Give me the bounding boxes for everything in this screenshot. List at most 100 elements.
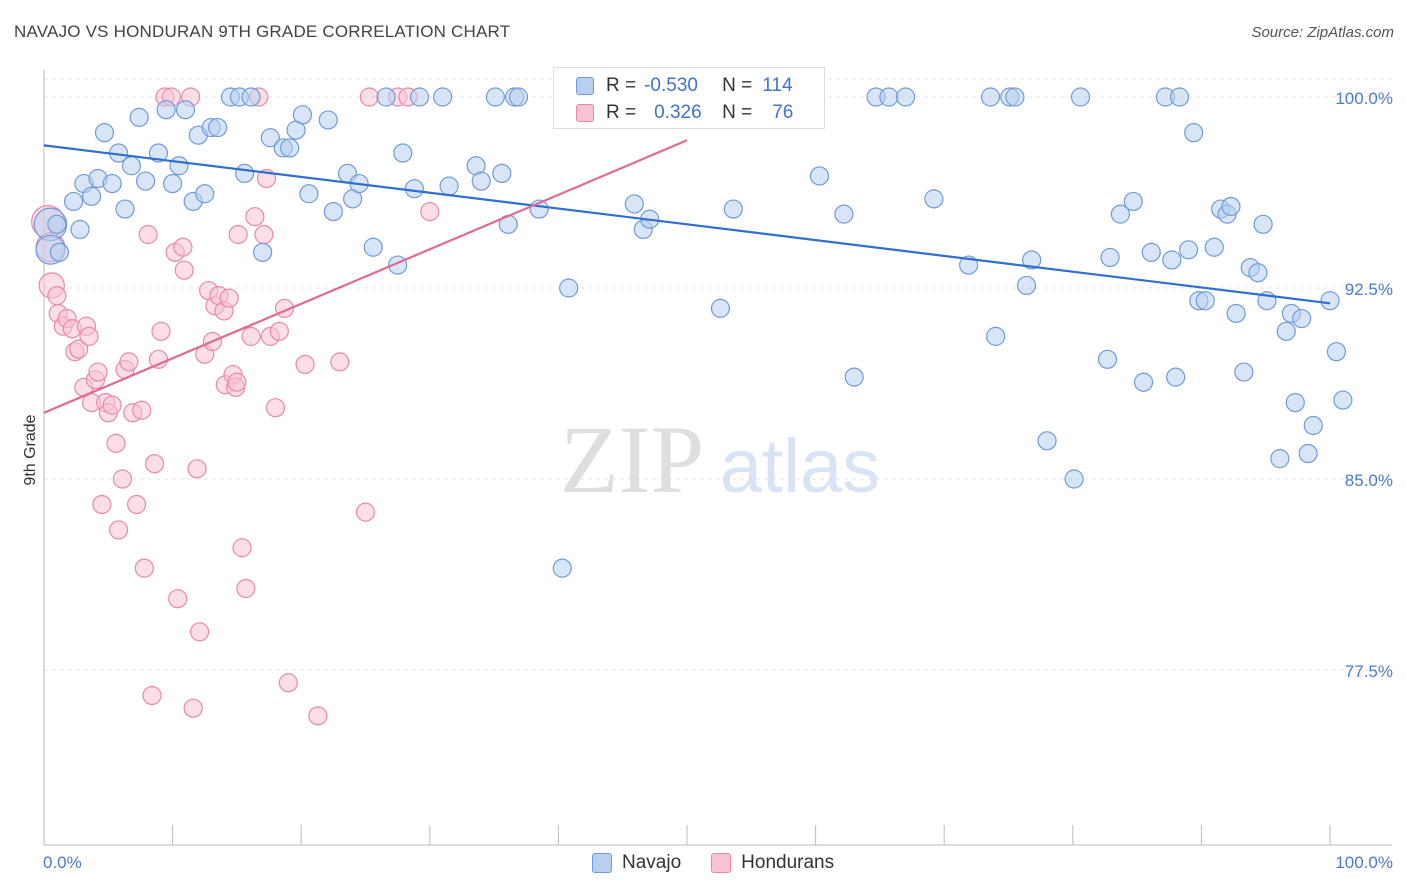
legend-n-value: 76	[772, 102, 794, 123]
navajo-point-45	[393, 143, 413, 163]
x-tick-label-0: 0.0%	[43, 853, 82, 872]
navajo-point-9	[94, 123, 115, 143]
honduran-point-65	[269, 321, 289, 341]
navajo-point-35	[292, 105, 313, 125]
navajo-point-56	[508, 87, 529, 107]
honduran-trend-line	[43, 139, 688, 414]
navajo-point-67	[809, 166, 830, 186]
navajo-point-68	[834, 204, 854, 224]
navajo-point-63	[710, 298, 731, 318]
navajo-point-89	[1141, 242, 1161, 262]
navajo-point-36	[299, 184, 319, 204]
navajo-point-51	[471, 171, 491, 191]
navajo-point-16	[148, 143, 169, 163]
navajo-point-92	[1166, 367, 1186, 387]
navajo-point-113	[1298, 443, 1318, 464]
x-tick-label-1: 100.0%	[1335, 853, 1393, 872]
legend-n-label: N =	[722, 75, 753, 96]
navajo-point-7	[81, 186, 102, 206]
y-axis-label: 9th Grade	[22, 414, 39, 485]
watermark-zip: ZIP	[560, 406, 704, 513]
honduran-point-26	[126, 494, 147, 515]
navajo-point-88	[1133, 372, 1154, 392]
stats-legend: R = -0.530 N = 114 R = 0.326 N = 76	[553, 67, 825, 129]
honduran-point-12	[79, 326, 99, 346]
navajo-point-5	[70, 219, 90, 240]
navajo-point-2	[47, 214, 67, 234]
series-label-hondurans: Hondurans	[741, 852, 835, 873]
navajo-point-15	[135, 171, 156, 191]
y-tick-label-1: 85.0%	[1345, 471, 1393, 490]
honduran-point-43	[190, 622, 210, 642]
navajo-point-17	[156, 100, 176, 120]
series-label-navajo: Navajo	[622, 852, 682, 873]
navajo-point-23	[195, 184, 215, 204]
honduran-point-70	[330, 352, 350, 372]
axis-layer	[43, 70, 1392, 846]
honduran-point-64	[265, 398, 286, 418]
honduran-point-72	[359, 87, 379, 107]
navajo-point-58	[552, 558, 572, 578]
navajo-point-60	[624, 194, 644, 214]
navajo-point-53	[492, 163, 512, 183]
honduran-point-69	[308, 706, 328, 726]
navajo-point-20	[175, 100, 196, 120]
navajo-point-95	[1184, 123, 1204, 143]
navajo-point-75	[980, 87, 1001, 107]
series-legend-hondurans[interactable]: Hondurans	[711, 852, 834, 874]
honduran-point-59	[245, 207, 265, 227]
chart-title: NAVAJO VS HONDURAN 9TH GRADE CORRELATION…	[14, 22, 511, 41]
navajo-point-4	[63, 191, 84, 212]
legend-r-value: -0.530	[644, 75, 698, 96]
honduran-point-24	[119, 352, 139, 372]
honduran-point-29	[138, 224, 158, 245]
honduran-point-61	[254, 224, 274, 245]
honduran-point-30	[142, 685, 162, 706]
honduran-point-19	[102, 395, 122, 415]
navajo-point-25	[208, 117, 228, 138]
honduran-point-21	[108, 520, 129, 540]
navajo-point-14	[129, 107, 149, 127]
honduran-point-75	[420, 202, 440, 222]
navajo-point-116	[1326, 342, 1347, 362]
navajo-point-33	[280, 138, 300, 158]
honduran-point-42	[187, 459, 207, 479]
navajo-point-71	[879, 87, 899, 107]
navajo-point-103	[1234, 362, 1254, 382]
honduran-point-16	[92, 494, 112, 515]
navajo-point-84	[1097, 349, 1118, 369]
navajo-point-82	[1064, 469, 1084, 489]
honduran-point-55	[228, 224, 248, 245]
navajo-point-31	[260, 128, 280, 148]
navajo-point-76	[986, 326, 1006, 346]
navajo-point-12	[115, 199, 135, 219]
navajo-point-109	[1276, 321, 1296, 341]
navajo-point-83	[1070, 87, 1091, 107]
honduran-point-37	[168, 589, 188, 609]
y-tick-label-2: 92.5%	[1345, 280, 1393, 299]
honduran-point-32	[148, 349, 169, 369]
navajo-point-97	[1195, 291, 1215, 311]
honduran-point-38	[173, 237, 193, 257]
navajo-point-18	[163, 173, 183, 194]
navajo-point-47	[409, 87, 430, 107]
honduran-point-20	[106, 433, 126, 453]
honduran-point-41	[183, 698, 203, 718]
navajo-point-28	[235, 163, 255, 183]
navajo-point-106	[1253, 214, 1273, 234]
honduran-point-71	[355, 502, 376, 522]
navajo-point-37	[318, 110, 338, 130]
legend-swatch-navajo	[576, 77, 594, 95]
navajo-point-85	[1100, 247, 1120, 268]
navajo-point-59	[559, 278, 579, 298]
honduran-point-51	[219, 288, 239, 308]
navajo-point-52	[485, 87, 505, 107]
honduran-point-9	[69, 339, 89, 359]
honduran-point-68	[295, 354, 315, 374]
navajo-point-78	[1005, 87, 1025, 107]
y-tick-label-3: 100.0%	[1335, 89, 1393, 108]
navajo-point-81	[1037, 431, 1057, 451]
legend-row-navajo: R = -0.530 N = 114	[576, 73, 793, 99]
series-legend-navajo[interactable]: Navajo	[592, 852, 681, 874]
